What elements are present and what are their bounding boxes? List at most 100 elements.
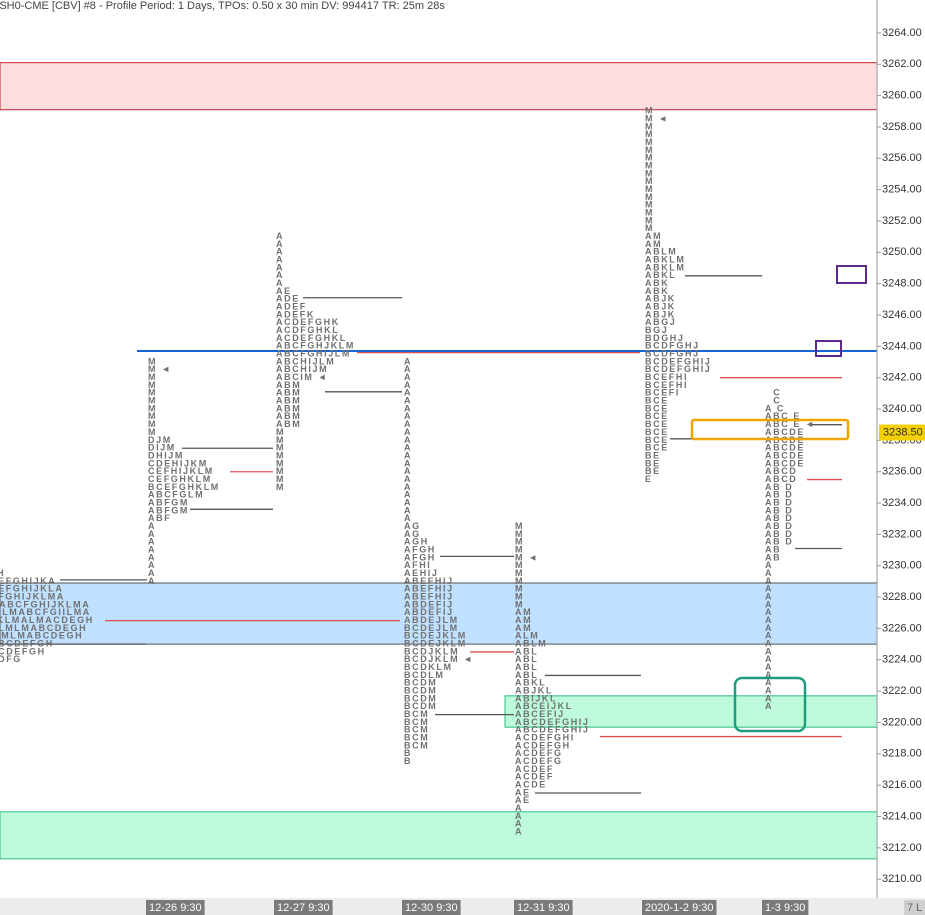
- tpo-row: A: [765, 693, 773, 703]
- tpo-row: ABM: [276, 380, 301, 390]
- y-tick-label: 3256.00: [882, 152, 922, 164]
- tpo-row: M: [515, 529, 524, 539]
- tpo-row: ABM: [276, 388, 301, 398]
- tpo-row: AM: [515, 623, 532, 633]
- tpo-row: BCE: [645, 443, 669, 453]
- tpo-row: M: [276, 474, 285, 484]
- tpo-row: M: [515, 599, 524, 609]
- tpo-row: ABM: [276, 411, 301, 421]
- x-tick-box: [642, 900, 717, 915]
- tpo-row: BCDFGHJ: [645, 349, 700, 359]
- tpo-row: A: [404, 411, 412, 421]
- tpo-row: AE: [276, 286, 292, 296]
- tpo-row: M: [148, 427, 157, 437]
- tpo-row: E: [645, 474, 653, 484]
- current-price-box: [879, 424, 925, 441]
- tpo-row: ABCDEFGHIJ: [515, 725, 590, 735]
- y-tick-label: 3262.00: [882, 58, 922, 70]
- tpo-row: M: [148, 380, 157, 390]
- tpo-row: M: [645, 208, 654, 218]
- tpo-row: A: [404, 356, 412, 366]
- tpo-row: CLMLMABCDEGH: [0, 623, 87, 633]
- x-tick-label: 1-3 9:30: [765, 902, 805, 914]
- y-tick-label: 3258.00: [882, 121, 922, 133]
- tpo-row: M: [645, 184, 654, 194]
- tpo-row: ABEFHIJ: [404, 584, 454, 594]
- tpo-row: AB D: [765, 497, 793, 507]
- tpo-row: A: [404, 427, 412, 437]
- tpo-row: BCDM: [404, 686, 437, 696]
- tpo-row: ABCDEFGHIJ: [515, 717, 590, 727]
- tpo-row: BCDEJKLM: [404, 631, 467, 641]
- tpo-row: M: [645, 106, 654, 116]
- zone: [0, 582, 878, 645]
- tpo-row: ABEFHIJ: [404, 576, 454, 586]
- tpo-row: M: [645, 200, 654, 210]
- tpo-row: A: [404, 372, 412, 382]
- tpo-row: M: [645, 160, 654, 170]
- y-tick-label: 3252.00: [882, 215, 922, 227]
- tpo-row: ABFGM: [148, 497, 189, 507]
- tpo-row: ABM: [276, 403, 301, 413]
- zone: [0, 62, 878, 111]
- tpo-row: ADEF: [276, 302, 307, 312]
- tpo-row: BGJ: [645, 325, 668, 335]
- tpo-row: ACDEFG: [515, 756, 563, 766]
- tpo-row: M: [515, 537, 524, 547]
- tpo-row: M: [515, 544, 524, 554]
- tpo-row: BCDEFGHIJ: [645, 356, 711, 366]
- tpo-row: ACDEFG: [515, 748, 563, 758]
- tpo-row: A: [765, 576, 773, 586]
- tpo-row: JKLMALMACDEGH: [0, 615, 94, 625]
- tpo-row: BCDM: [404, 693, 437, 703]
- tpo-row: DEFGHIJKLA: [0, 584, 64, 594]
- tpo-row: A: [148, 560, 156, 570]
- tpo-row: A: [404, 505, 412, 515]
- tpo-row: AM: [515, 615, 532, 625]
- tpo-row: A: [276, 239, 284, 249]
- tpo-row: CFGHIJKLMA: [0, 591, 65, 601]
- tpo-row: ABCHIJLM: [276, 356, 335, 366]
- tpo-row: ABC E ◄: [765, 419, 816, 429]
- tpo-row: ABGJ: [645, 317, 676, 327]
- tpo-row: ALM: [515, 631, 539, 641]
- tpo-row: ACDEFGHK: [276, 317, 340, 327]
- tpo-row: M: [645, 168, 654, 178]
- annotation-box: [815, 340, 842, 357]
- tpo-row: AB D: [765, 537, 793, 547]
- tpo-row: DJM: [148, 435, 172, 445]
- x-tick-box: [762, 900, 809, 915]
- y-tick-label: 3246.00: [882, 309, 922, 321]
- tpo-row: A: [148, 568, 156, 578]
- tpo-row: ILMLMABCDEGH: [0, 631, 83, 641]
- tpo-row: ADEFK: [276, 309, 315, 319]
- tpo-row: FH: [0, 568, 5, 578]
- x-tick-label: 12-31 9:30: [517, 902, 570, 914]
- tpo-row: M: [645, 223, 654, 233]
- tpo-row: ABCDE: [765, 458, 805, 468]
- y-tick-label: 3264.00: [882, 27, 922, 39]
- tpo-row: CDFG: [0, 654, 22, 664]
- tpo-row: ACDEF: [515, 772, 554, 782]
- y-tick-label: 3210.00: [882, 873, 922, 885]
- tpo-row: M: [276, 458, 285, 468]
- y-tick-label: 3224.00: [882, 654, 922, 666]
- tpo-row: ACDEFGH: [515, 740, 571, 750]
- tpo-row: CILMABCFGIILMA: [0, 607, 91, 617]
- tpo-row: M: [276, 466, 285, 476]
- tpo-row: A: [765, 701, 773, 711]
- tpo-row: ABC E: [765, 411, 801, 421]
- x-tick-box: [274, 900, 333, 915]
- tpo-row: ABCDEFGH: [0, 638, 54, 648]
- tpo-row: A: [404, 466, 412, 476]
- tpo-row: AB D: [765, 505, 793, 515]
- tpo-row: AE: [515, 795, 531, 805]
- tpo-row: M: [645, 176, 654, 186]
- tpo-row: BCDM: [404, 678, 437, 688]
- tpo-row: DEFGHIJKA: [0, 576, 56, 586]
- tpo-row: ABL: [515, 662, 538, 672]
- tpo-row: BCE: [645, 435, 669, 445]
- tpo-row: BCE: [645, 411, 669, 421]
- tpo-row: ABK: [645, 286, 669, 296]
